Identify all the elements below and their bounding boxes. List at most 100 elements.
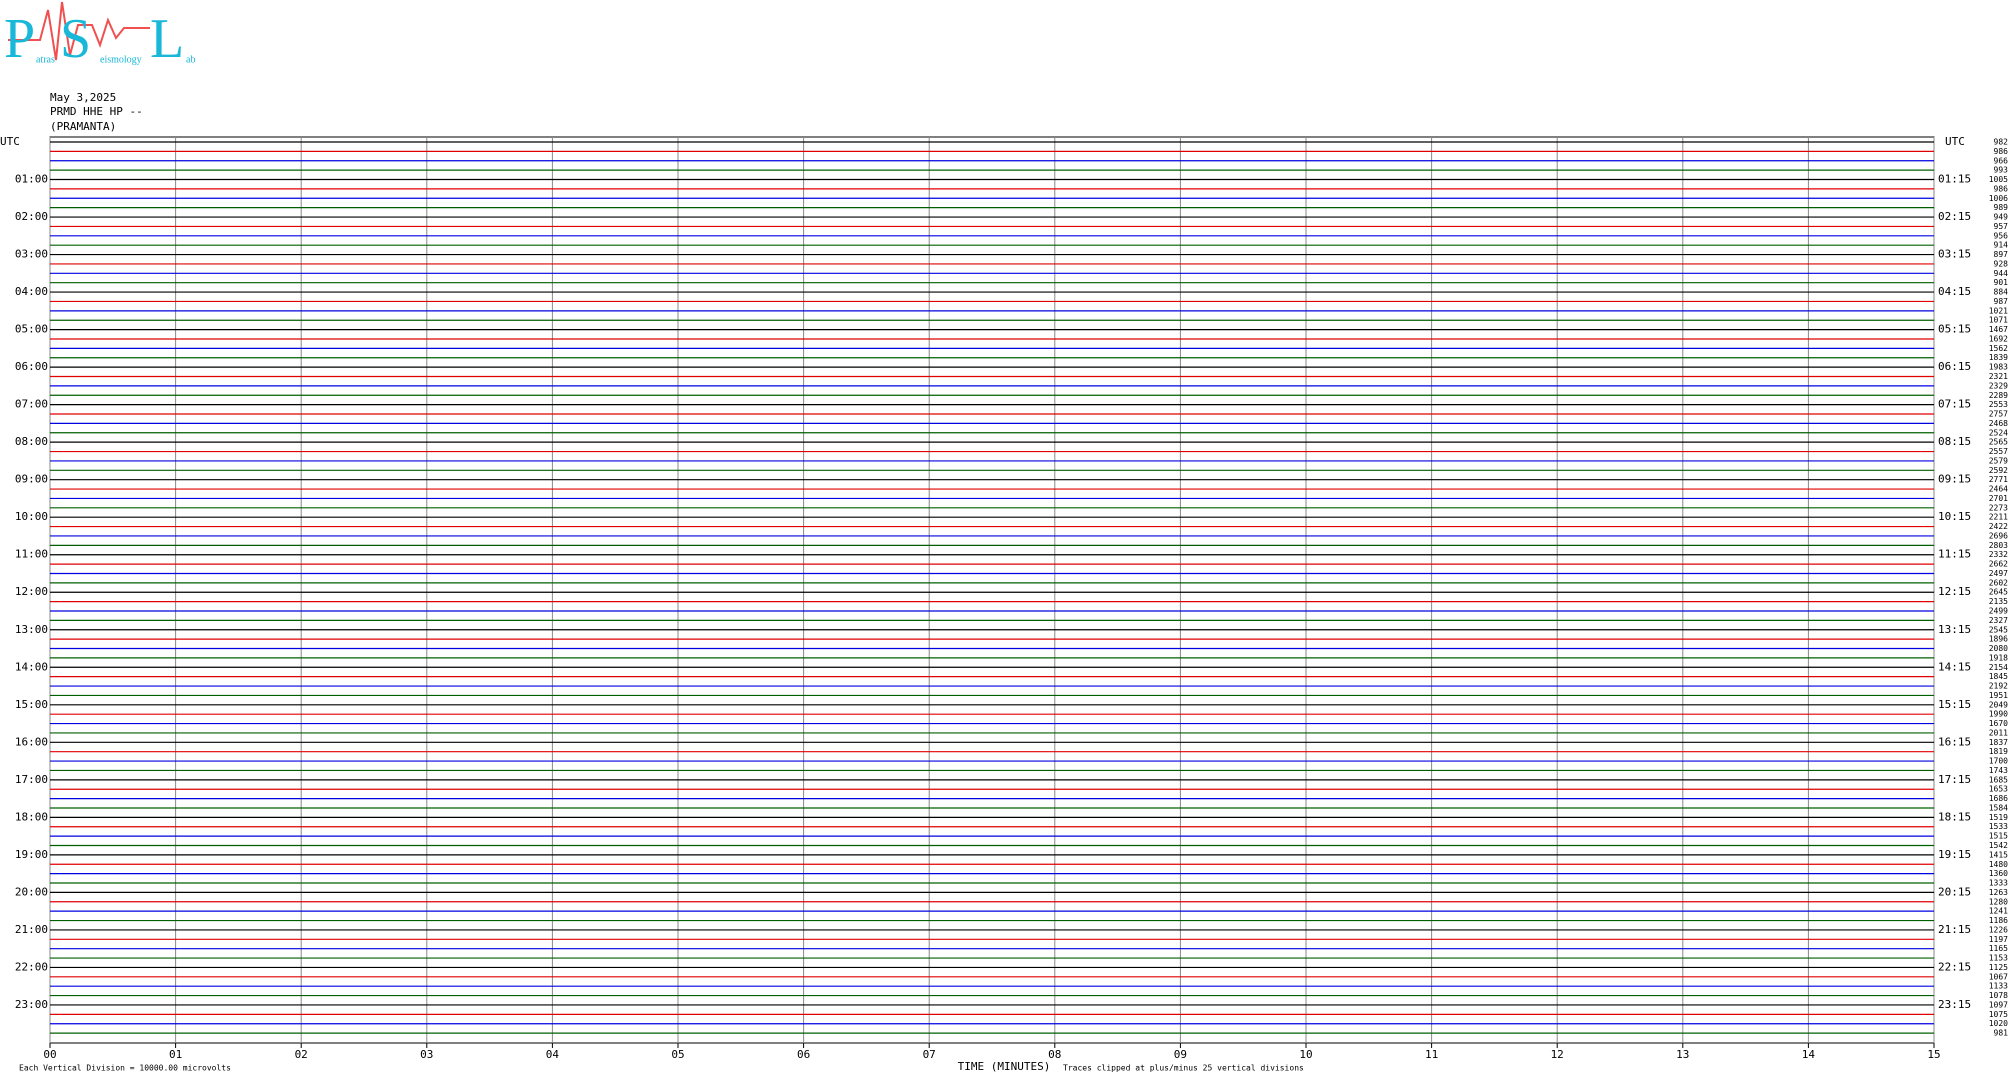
hour-label: 23:15 [1938, 998, 1971, 1011]
x-tick-label: 03 [420, 1048, 433, 1061]
hour-label: 18:15 [1938, 810, 1971, 823]
trace-scale: 1515 [1989, 832, 2008, 841]
hour-label: 05:15 [1938, 323, 1971, 336]
trace-scale: 2154 [1989, 663, 2008, 672]
trace-scale: 1990 [1989, 710, 2008, 719]
trace-scale: 1021 [1989, 306, 2008, 315]
hour-label: 21:00 [15, 923, 48, 936]
trace-scale: 1837 [1989, 738, 2008, 747]
hour-label: 22:15 [1938, 960, 1971, 973]
x-tick-label: 15 [1927, 1048, 1940, 1061]
x-tick-label: 09 [1174, 1048, 1187, 1061]
hour-label: 18:00 [15, 810, 48, 823]
hour-label: 17:00 [15, 773, 48, 786]
logo-word: atras [36, 54, 55, 65]
trace-scale: 2565 [1989, 438, 2008, 447]
x-tick-label: 10 [1299, 1048, 1312, 1061]
trace-scale: 2499 [1989, 607, 2008, 616]
trace-scale: 2422 [1989, 522, 2008, 531]
trace-scale: 1415 [1989, 850, 2008, 859]
trace-scale: 2701 [1989, 494, 2008, 503]
trace-scale: 1153 [1989, 954, 2008, 963]
hour-label: 09:15 [1938, 473, 1971, 486]
hour-label: 20:00 [15, 885, 48, 898]
x-tick-label: 00 [43, 1048, 56, 1061]
trace-scale: 2289 [1989, 391, 2008, 400]
trace-scale: 981 [1994, 1029, 2009, 1038]
trace-scale: 2696 [1989, 531, 2008, 540]
trace-scale: 1700 [1989, 757, 2008, 766]
trace-scale: 1005 [1989, 175, 2008, 184]
hour-label: 05:00 [15, 323, 48, 336]
trace-scale: 2757 [1989, 410, 2008, 419]
hour-label: 23:00 [15, 998, 48, 1011]
trace-scale: 1186 [1989, 916, 2008, 925]
trace-scale: 1951 [1989, 691, 2008, 700]
hour-label: 11:00 [15, 548, 48, 561]
trace-scale: 2329 [1989, 381, 2008, 390]
trace-scale: 1097 [1989, 1000, 2008, 1009]
hour-label: 07:15 [1938, 398, 1971, 411]
trace-scale: 1918 [1989, 653, 2008, 662]
hour-label: 21:15 [1938, 923, 1971, 936]
trace-scale: 986 [1994, 184, 2009, 193]
trace-scale: 1071 [1989, 316, 2008, 325]
trace-scale: 2464 [1989, 485, 2008, 494]
trace-scale: 1467 [1989, 325, 2008, 334]
trace-scale: 1819 [1989, 747, 2008, 756]
trace-scale: 1685 [1989, 775, 2008, 784]
trace-scale: 1133 [1989, 982, 2008, 991]
trace-scale: 986 [1994, 147, 2009, 156]
trace-scale: 1542 [1989, 841, 2008, 850]
trace-scale: 956 [1994, 231, 2009, 240]
hour-label: 19:00 [15, 848, 48, 861]
clip-note: Traces clipped at plus/minus 25 vertical… [1063, 1064, 1304, 1073]
trace-scale: 1165 [1989, 944, 2008, 953]
trace-scale: 2524 [1989, 428, 2008, 437]
trace-scale: 982 [1994, 138, 2009, 147]
hour-label: 07:00 [15, 398, 48, 411]
logo-letter: L [150, 8, 184, 70]
trace-scale: 1075 [1989, 1010, 2008, 1019]
hour-label: 14:00 [15, 660, 48, 673]
trace-scale: 2049 [1989, 700, 2008, 709]
hour-label: 03:00 [15, 248, 48, 261]
trace-scale: 2579 [1989, 456, 2008, 465]
trace-scale: 1584 [1989, 803, 2008, 812]
trace-scale: 1006 [1989, 194, 2008, 203]
hour-label: 01:00 [15, 173, 48, 186]
trace-scale: 1519 [1989, 813, 2008, 822]
trace-scale: 2135 [1989, 597, 2008, 606]
trace-scale: 987 [1994, 297, 2009, 306]
hour-label: 02:15 [1938, 210, 1971, 223]
trace-scale: 884 [1994, 288, 2009, 297]
hour-label: 11:15 [1938, 548, 1971, 561]
x-tick-label: 06 [797, 1048, 810, 1061]
trace-scale: 897 [1994, 250, 2009, 259]
trace-scale: 2468 [1989, 419, 2008, 428]
x-tick-label: 02 [295, 1048, 308, 1061]
trace-scale: 1562 [1989, 344, 2008, 353]
trace-scale: 2557 [1989, 447, 2008, 456]
trace-scale: 2192 [1989, 682, 2008, 691]
trace-scale: 1743 [1989, 766, 2008, 775]
x-tick-label: 12 [1551, 1048, 1564, 1061]
trace-scale: 993 [1994, 166, 2009, 175]
hour-label: 16:15 [1938, 735, 1971, 748]
hour-label: 02:00 [15, 210, 48, 223]
trace-scale: 1280 [1989, 897, 2008, 906]
trace-scale: 1480 [1989, 860, 2008, 869]
trace-scale: 2592 [1989, 466, 2008, 475]
hour-label: 10:00 [15, 510, 48, 523]
hour-label: 14:15 [1938, 660, 1971, 673]
hour-label: 13:15 [1938, 623, 1971, 636]
trace-scale: 2080 [1989, 644, 2008, 653]
trace-scale: 1983 [1989, 363, 2008, 372]
trace-scale: 2545 [1989, 625, 2008, 634]
trace-scale: 1333 [1989, 879, 2008, 888]
hour-label: 12:15 [1938, 585, 1971, 598]
logo-letter: P [4, 8, 35, 70]
hour-label: 13:00 [15, 623, 48, 636]
trace-scale: 1670 [1989, 719, 2008, 728]
